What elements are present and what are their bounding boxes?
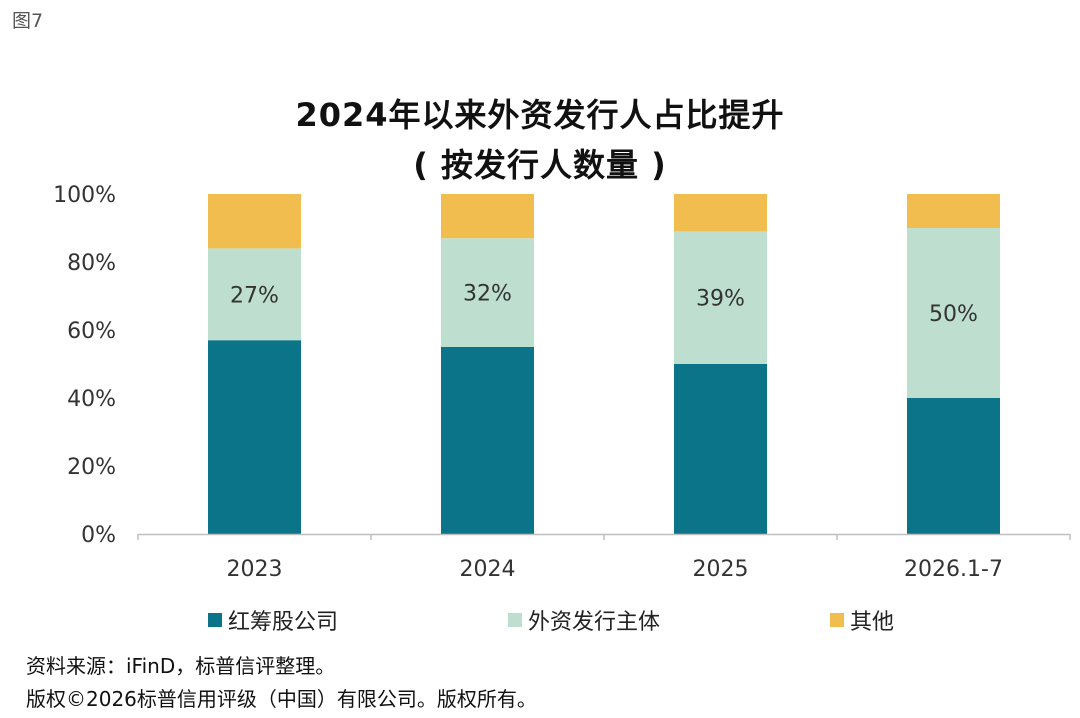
legend-item-foreign: 外资发行主体 xyxy=(508,604,660,636)
bars: 27% 32% 39% 50% xyxy=(208,194,1000,534)
data-label: 32% xyxy=(463,282,512,307)
legend: 红筹股公司 外资发行主体 其他 xyxy=(0,604,1080,636)
data-label: 27% xyxy=(230,283,279,308)
bar-segment-1-1 xyxy=(441,238,534,347)
bar-segment-0-0 xyxy=(208,340,301,534)
bar-segment-0-3 xyxy=(907,398,1000,534)
y-tick-label: 100% xyxy=(53,183,116,208)
legend-swatch-foreign xyxy=(508,613,522,627)
stacked-bar-chart: 0% 20% 40% 60% 80% 100% 27% 32% 39% 50% 2023 2024… xyxy=(53,183,1071,582)
y-axis: 0% 20% 40% 60% 80% 100% xyxy=(53,183,116,548)
bar-segment-1-2 xyxy=(674,231,767,364)
x-tick-label: 2023 xyxy=(227,557,283,582)
bar-segment-1-0 xyxy=(208,248,301,341)
y-tick-label: 80% xyxy=(67,251,116,276)
bar-segment-2-2 xyxy=(674,194,767,232)
legend-swatch-hongchou xyxy=(208,613,222,627)
legend-item-other: 其他 xyxy=(830,604,894,636)
source-note: 资料来源：iFinD，标普信评整理。 xyxy=(26,654,336,678)
bar-segment-0-1 xyxy=(441,347,534,534)
x-tick-label: 2026.1-7 xyxy=(904,557,1003,582)
bar-segment-2-3 xyxy=(907,194,1000,228)
data-label: 50% xyxy=(929,302,978,327)
x-axis: 2023 2024 2025 2026.1-7 xyxy=(137,533,1071,582)
chart-subtitle: ( 按发行人数量 ) xyxy=(413,146,667,184)
figure-label: 图7 xyxy=(12,10,44,32)
y-tick-label: 40% xyxy=(67,387,116,412)
y-tick-label: 20% xyxy=(67,455,116,480)
y-tick-label: 0% xyxy=(81,523,116,548)
data-label: 39% xyxy=(696,287,745,312)
legend-swatch-other xyxy=(830,613,844,627)
x-tick-label: 2024 xyxy=(460,557,516,582)
bar-segment-1-3 xyxy=(907,228,1000,398)
legend-label-foreign: 外资发行主体 xyxy=(528,610,661,635)
legend-item-hongchou: 红筹股公司 xyxy=(208,604,338,636)
bar-segment-0-2 xyxy=(674,364,767,534)
bar-segment-2-1 xyxy=(441,194,534,239)
legend-label-hongchou: 红筹股公司 xyxy=(228,610,339,635)
y-tick-label: 60% xyxy=(67,319,116,344)
legend-label-other: 其他 xyxy=(850,610,895,635)
chart-title: 2024年以来外资发行人占比提升 xyxy=(295,96,785,134)
copyright-note: 版权©2026标普信用评级（中国）有限公司。版权所有。 xyxy=(26,687,537,711)
x-tick-label: 2025 xyxy=(693,557,749,582)
bar-segment-2-0 xyxy=(208,194,301,249)
